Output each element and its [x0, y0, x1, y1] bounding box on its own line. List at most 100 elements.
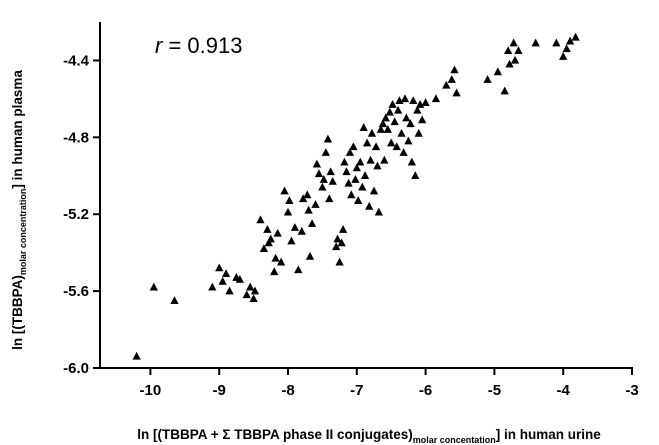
data-point — [359, 123, 368, 131]
data-point — [270, 267, 279, 276]
data-point — [388, 100, 397, 108]
data-point — [335, 257, 344, 266]
data-point — [385, 107, 394, 116]
data-point — [221, 269, 231, 278]
data-point — [235, 274, 244, 283]
data-point — [390, 117, 399, 126]
data-point — [380, 155, 389, 164]
data-point — [571, 32, 580, 41]
x-tick-label: -7 — [350, 382, 363, 399]
data-point — [367, 128, 377, 137]
x-axis-title: ln [(TBBPA + Σ TBBPA phase II conjugates… — [137, 427, 601, 445]
data-point — [387, 138, 396, 147]
data-point — [314, 169, 324, 178]
data-point — [360, 171, 370, 179]
data-point — [374, 207, 383, 216]
data-point — [340, 157, 349, 166]
data-point — [413, 105, 422, 114]
x-tick-label: -5 — [488, 382, 501, 399]
data-point — [411, 171, 420, 179]
data-point — [319, 175, 328, 183]
data-point — [399, 148, 408, 156]
data-points — [132, 32, 580, 360]
data-point — [349, 142, 358, 151]
data-point — [407, 157, 416, 166]
data-point — [510, 55, 520, 64]
data-point — [263, 225, 272, 233]
y-tick-label: -4.4 — [63, 52, 90, 69]
data-point — [342, 167, 351, 176]
data-point — [304, 205, 313, 214]
data-point — [259, 244, 269, 253]
data-point — [365, 201, 374, 210]
data-point — [250, 286, 260, 295]
data-point — [559, 52, 568, 60]
data-point — [337, 238, 346, 247]
data-point — [285, 196, 294, 204]
y-tick-label: -5.2 — [63, 206, 89, 223]
data-point — [225, 286, 234, 295]
data-point — [421, 98, 430, 106]
data-point — [404, 136, 413, 145]
y-ticks: -6.0 -5.6 -5.2 -4.8 -4.4 — [63, 52, 100, 377]
data-point — [376, 125, 386, 133]
data-point — [406, 119, 415, 128]
data-point — [266, 234, 275, 243]
x-tick-label: -3 — [625, 382, 638, 399]
data-point — [442, 80, 451, 89]
y-tick-label: -6.0 — [63, 360, 89, 377]
data-point — [493, 67, 502, 76]
data-point — [273, 228, 282, 237]
data-point — [452, 88, 461, 97]
data-point — [393, 105, 403, 114]
data-point — [531, 38, 540, 47]
data-point — [362, 138, 372, 147]
data-point — [294, 265, 303, 274]
data-point — [246, 282, 255, 291]
axes — [99, 22, 633, 369]
data-point — [307, 219, 317, 228]
data-point — [366, 155, 375, 164]
data-point — [332, 242, 341, 251]
data-point — [397, 128, 406, 137]
correlation-annotation: r = 0.913 — [155, 33, 242, 58]
x-tick-label: -10 — [140, 382, 162, 399]
data-point — [392, 142, 401, 151]
data-point — [170, 296, 179, 304]
data-point — [565, 36, 575, 45]
data-point — [208, 282, 217, 291]
data-point — [297, 226, 306, 235]
y-tick-label: -5.6 — [63, 283, 89, 300]
data-point — [303, 190, 312, 199]
data-point — [431, 94, 441, 103]
x-tick-label: -4 — [557, 382, 571, 399]
x-tick-label: -6 — [419, 382, 432, 399]
data-point — [338, 225, 348, 233]
data-point — [218, 276, 227, 285]
data-point — [505, 59, 514, 68]
data-point — [409, 96, 418, 105]
data-point — [298, 194, 308, 203]
data-point — [333, 234, 342, 243]
data-point — [345, 148, 355, 156]
data-point — [371, 142, 381, 151]
data-point — [504, 46, 513, 55]
data-point — [552, 38, 561, 47]
data-point — [326, 167, 335, 176]
y-axis-title: ln [(TBBPA)molar concentration] in human… — [10, 70, 28, 350]
x-tick-label: -9 — [213, 382, 226, 399]
y-tick-label: -4.8 — [63, 129, 89, 146]
x-ticks: -10 -9 -8 -7 -6 -5 -4 -3 — [140, 368, 639, 399]
data-point — [400, 94, 410, 103]
data-point — [290, 223, 300, 231]
data-point — [215, 263, 224, 272]
data-point — [356, 157, 365, 166]
data-point — [500, 86, 509, 95]
data-point — [242, 290, 251, 299]
data-point — [373, 161, 382, 170]
data-point — [287, 236, 296, 245]
data-point — [354, 196, 363, 204]
data-point — [381, 113, 390, 122]
data-point — [447, 75, 456, 83]
